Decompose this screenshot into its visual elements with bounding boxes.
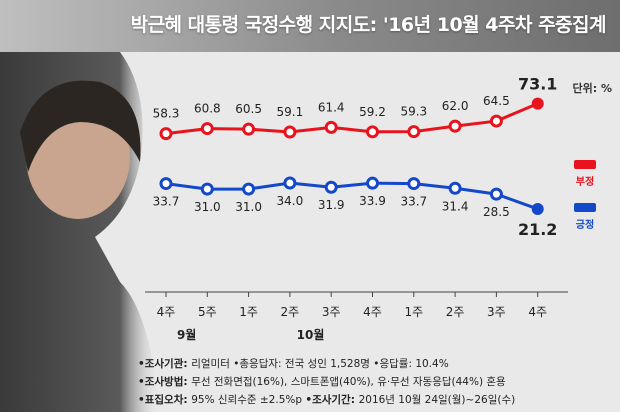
data-label: 73.1 <box>518 75 557 94</box>
x-tick-label: 1주 <box>404 305 423 319</box>
note-value: 리얼미터 •총응답자: 전국 성인 1,528명 •응답률: 10.4% <box>191 358 449 370</box>
data-point <box>366 176 379 190</box>
data-point <box>489 114 503 128</box>
survey-notes: •조사기관: 리얼미터 •총응답자: 전국 성인 1,528명 •응답률: 10… <box>138 355 620 409</box>
note-value: 2016년 10월 24일(월)~26일(수) <box>358 394 516 406</box>
data-point <box>200 182 214 196</box>
data-label: 59.1 <box>277 105 304 119</box>
legend-negative: 부정 <box>574 160 596 188</box>
data-label: 58.3 <box>153 107 180 121</box>
data-label: 64.5 <box>483 94 510 108</box>
legend-positive-swatch <box>574 203 596 212</box>
x-tick-label: 4주 <box>157 305 176 319</box>
header-bar: 박근혜 대통령 국정수행 지지도: '16년 10월 4주차 주중집계 <box>0 0 620 52</box>
data-label: 21.2 <box>518 220 557 239</box>
data-label: 33.9 <box>359 194 386 208</box>
series-line-positive <box>165 181 539 211</box>
data-label: 59.2 <box>359 105 386 119</box>
data-label: 59.3 <box>400 105 427 119</box>
survey-note-row: •조사기관: 리얼미터 •총응답자: 전국 성인 1,528명 •응답률: 10… <box>138 355 620 373</box>
data-label: 31.9 <box>318 198 345 212</box>
data-point <box>366 125 379 139</box>
note-key: •표집오차: <box>138 394 192 406</box>
data-label: 33.7 <box>153 195 180 209</box>
data-point <box>242 122 256 136</box>
data-label: 28.5 <box>483 205 510 219</box>
month-label: 9월 <box>177 327 196 342</box>
data-label: 61.4 <box>318 100 345 114</box>
data-point <box>159 177 173 191</box>
data-point <box>283 125 297 139</box>
data-label: 33.7 <box>400 195 427 209</box>
legend-negative-label: 부정 <box>575 177 595 188</box>
data-point <box>324 120 338 134</box>
data-label: 60.8 <box>194 102 221 116</box>
note-value: 무선 전화면접(16%), 스마트폰앱(40%), 유·무선 자동응답(44%)… <box>191 376 506 388</box>
data-point <box>242 182 256 196</box>
unit-label: 단위: % <box>572 82 613 95</box>
data-point <box>159 127 173 141</box>
note-key: •조사방법: <box>138 376 192 388</box>
x-tick-label: 5주 <box>198 305 217 319</box>
legend-positive: 긍정 <box>574 203 596 231</box>
data-point <box>489 187 503 201</box>
month-label: 10월 <box>297 327 325 342</box>
data-point <box>448 181 462 195</box>
data-label: 31.0 <box>194 200 221 214</box>
data-point <box>407 125 421 139</box>
x-tick-label: 3주 <box>487 305 506 319</box>
data-label: 31.4 <box>442 199 469 213</box>
legend-positive-label: 긍정 <box>575 220 595 231</box>
data-point <box>200 122 214 136</box>
x-tick-label: 2주 <box>446 305 465 319</box>
series-line-negative <box>165 102 539 136</box>
data-point <box>531 202 544 215</box>
x-tick-label: 2주 <box>281 305 300 319</box>
data-label: 62.0 <box>442 99 469 113</box>
legend-negative-swatch <box>574 160 596 169</box>
x-tick-label: 3주 <box>322 305 341 319</box>
survey-note-row: •표집오차: 95% 신뢰수준 ±2.5%p •조사기간: 2016년 10월 … <box>138 391 620 409</box>
data-point <box>283 176 297 190</box>
x-tick-label: 1주 <box>239 305 258 319</box>
data-point <box>448 119 462 133</box>
survey-note-row: •조사방법: 무선 전화면접(16%), 스마트폰앱(40%), 유·무선 자동… <box>138 373 620 391</box>
data-label: 34.0 <box>277 194 304 208</box>
data-point <box>407 177 421 191</box>
note-key: •조사기간: <box>305 394 359 406</box>
note-value: 95% 신뢰수준 ±2.5%p <box>191 394 306 406</box>
portrait-image <box>0 52 160 412</box>
note-key: •조사기관: <box>138 358 192 370</box>
data-label: 60.5 <box>235 102 262 116</box>
data-point <box>531 97 544 110</box>
chart-title: 박근혜 대통령 국정수행 지지도: '16년 10월 4주차 주중집계 <box>130 14 607 36</box>
data-point <box>324 180 338 194</box>
x-tick-label: 4주 <box>528 305 547 319</box>
x-tick-label: 4주 <box>363 305 382 319</box>
data-label: 31.0 <box>235 200 262 214</box>
